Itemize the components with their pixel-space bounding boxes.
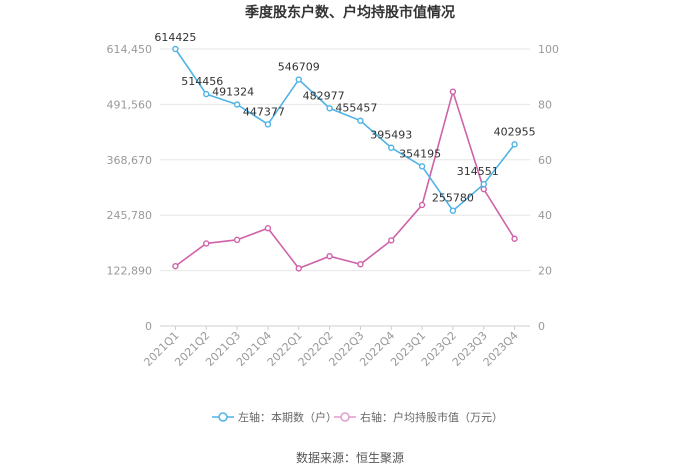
data-point-avg-value[interactable] (357, 261, 364, 268)
data-point-avg-value[interactable] (172, 262, 179, 270)
data-label-households: 482977 (303, 89, 345, 102)
source-note: 数据来源：恒生聚源 (296, 450, 404, 465)
data-point-households[interactable] (203, 90, 210, 98)
left-axis-ticks: 0 122,890 245,780 368,670 491,560 614,450 (107, 43, 153, 333)
data-point-avg-value[interactable] (511, 235, 518, 242)
data-point-households[interactable] (480, 180, 487, 188)
data-point-households[interactable] (172, 45, 179, 53)
data-point-avg-value[interactable] (203, 240, 210, 247)
data-point-households[interactable] (418, 163, 426, 170)
data-label-households: 447377 (243, 105, 285, 118)
right-tick-label: 60 (538, 154, 552, 167)
data-label-households: 614425 (154, 31, 196, 44)
data-label-households: 395493 (370, 129, 412, 142)
data-point-households[interactable] (326, 105, 333, 112)
right-tick-label: 80 (538, 98, 552, 111)
data-point-households[interactable] (511, 141, 518, 148)
x-axis-ticks: 2021Q12021Q22021Q32021Q42022Q12022Q22022… (141, 326, 521, 369)
legend-item-households[interactable]: 左轴：本期数（户） (212, 410, 337, 424)
data-point-avg-value[interactable] (233, 236, 241, 244)
data-point-households[interactable] (449, 207, 457, 214)
data-point-avg-value[interactable] (295, 265, 302, 272)
chart-title: 季度股东户数、户均持股市值情况 (244, 4, 455, 21)
data-label-households: 255780 (432, 192, 474, 205)
data-point-avg-value[interactable] (418, 201, 426, 209)
right-tick-label: 100 (538, 43, 559, 56)
data-point-avg-value[interactable] (264, 225, 272, 232)
data-label-households: 314551 (457, 165, 499, 178)
right-tick-label: 0 (538, 320, 545, 333)
legend-label-avg-value: 右轴：户均持股市值（万元） (360, 410, 503, 424)
legend-item-avg-value[interactable]: 右轴：户均持股市值（万元） (334, 410, 503, 424)
legend-label-households: 左轴：本期数（户） (238, 410, 337, 424)
left-tick-label: 245,780 (107, 209, 153, 222)
data-point-avg-value[interactable] (449, 88, 457, 95)
data-label-households: 491324 (212, 86, 254, 99)
legend-marker-households (218, 412, 228, 422)
right-axis-ticks: 0 20 40 60 80 100 (538, 43, 559, 333)
data-label-households: 546709 (278, 61, 320, 74)
data-point-households[interactable] (388, 144, 395, 151)
grid-lines (160, 48, 530, 327)
left-tick-label: 614,450 (107, 43, 153, 56)
data-point-households[interactable] (295, 76, 302, 83)
series-line-avg-value (174, 88, 516, 270)
right-tick-label: 20 (538, 265, 552, 278)
left-tick-label: 0 (145, 320, 152, 333)
data-point-avg-value[interactable] (326, 252, 333, 260)
data-label-households: 514456 (181, 75, 223, 88)
data-point-households[interactable] (233, 101, 241, 108)
data-point-avg-value[interactable] (480, 185, 487, 193)
data-point-households[interactable] (264, 121, 272, 128)
left-tick-label: 491,560 (107, 98, 153, 111)
legend-marker-avg-value (340, 412, 350, 422)
data-label-households: 354195 (399, 147, 441, 160)
data-point-avg-value[interactable] (388, 237, 395, 244)
data-label-households: 455457 (335, 102, 377, 115)
left-tick-label: 368,670 (107, 154, 153, 167)
left-tick-label: 122,890 (107, 265, 153, 278)
right-tick-label: 40 (538, 209, 552, 222)
legend[interactable]: 左轴：本期数（户） 右轴：户均持股市值（万元） (212, 410, 503, 424)
data-label-households: 402955 (494, 125, 536, 138)
series-line-households (174, 48, 516, 212)
data-point-households[interactable] (357, 117, 364, 124)
